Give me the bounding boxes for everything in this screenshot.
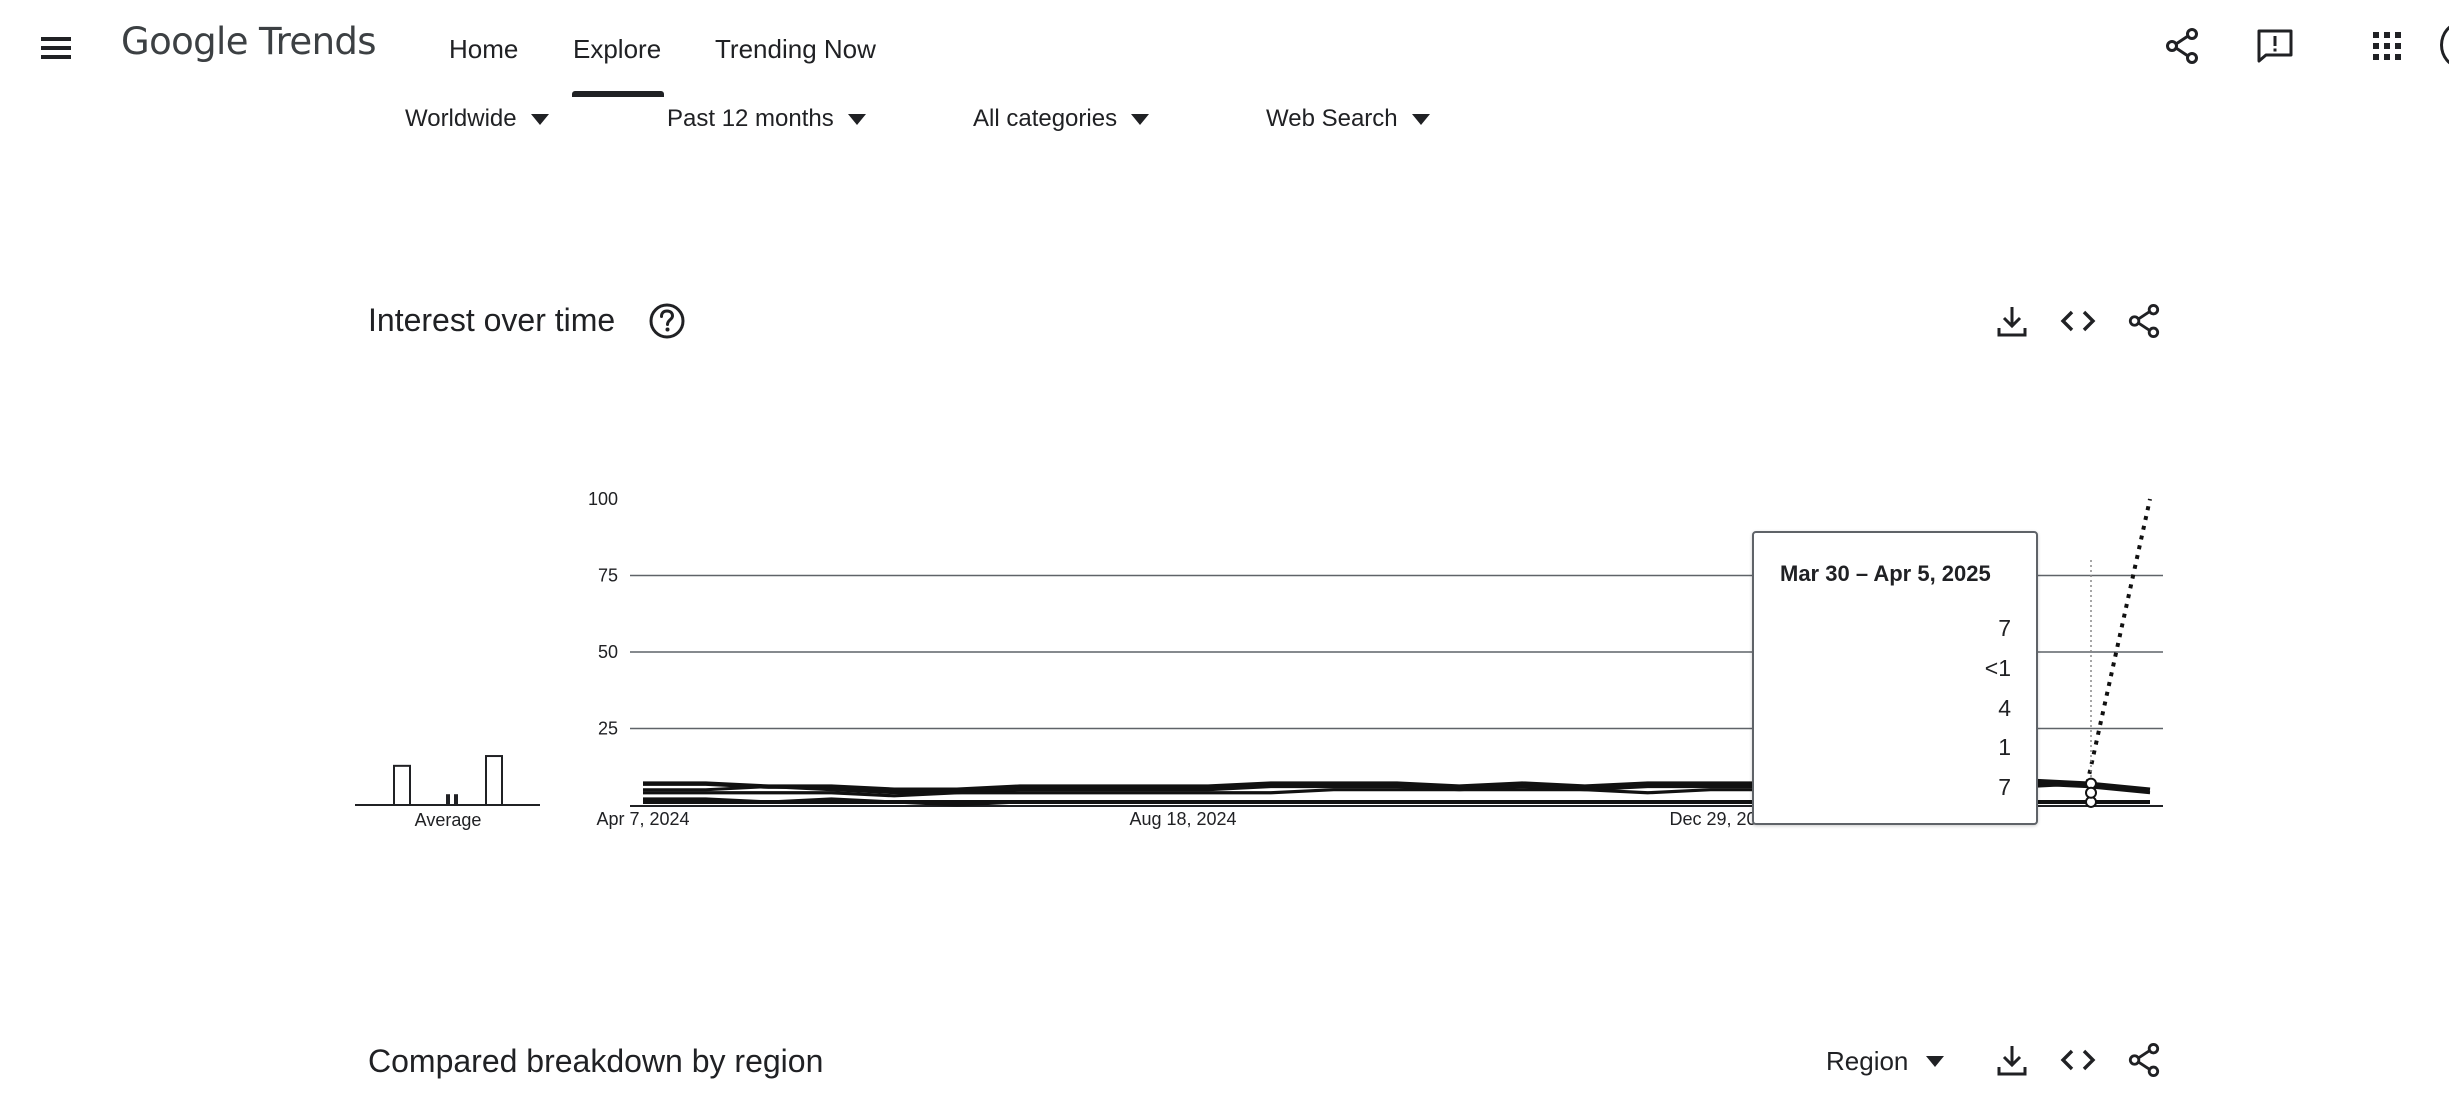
embed-icon[interactable] bbox=[2055, 298, 2101, 344]
region-section-title: Compared breakdown by region bbox=[368, 1043, 824, 1079]
apps-icon[interactable] bbox=[2363, 22, 2411, 70]
share-icon[interactable] bbox=[2158, 22, 2206, 70]
location-filter-label: Worldwide bbox=[405, 105, 517, 132]
location-filter[interactable]: Worldwide bbox=[405, 100, 549, 138]
search-type-filter[interactable]: Web Search bbox=[1266, 100, 1430, 138]
x-tick-label: Apr 7, 2024 bbox=[596, 809, 689, 829]
region-select[interactable]: Region bbox=[1826, 1042, 1945, 1080]
share-icon[interactable] bbox=[2121, 298, 2167, 344]
average-bar bbox=[485, 755, 503, 806]
x-tick-label: Dec 29, 2024 bbox=[1669, 809, 1776, 829]
tooltip-value: 1 bbox=[1998, 734, 2011, 760]
chevron-down-icon bbox=[1131, 113, 1150, 125]
chevron-down-icon bbox=[1926, 1055, 1945, 1067]
chevron-down-icon bbox=[1411, 113, 1430, 125]
average-label: Average bbox=[415, 810, 482, 830]
time-range-filter[interactable]: Past 12 months bbox=[667, 100, 866, 138]
search-type-filter-label: Web Search bbox=[1266, 105, 1398, 132]
interest-over-time-title: Interest over time bbox=[368, 302, 616, 338]
tab-home-label: Home bbox=[449, 34, 519, 64]
chart-tooltip: Mar 30 – Apr 5, 2025 7 <1 4 1 7 bbox=[1752, 531, 2038, 825]
y-tick-label: 100 bbox=[588, 489, 618, 509]
tooltip-date-range: Mar 30 – Apr 5, 2025 bbox=[1780, 561, 1991, 586]
tab-explore-label: Explore bbox=[573, 34, 662, 64]
chevron-down-icon bbox=[530, 113, 549, 125]
y-tick-label: 50 bbox=[598, 642, 618, 662]
share-icon[interactable] bbox=[2121, 1037, 2167, 1083]
tab-trending-now[interactable]: Trending Now bbox=[715, 34, 876, 65]
x-tick-label: Aug 18, 2024 bbox=[1129, 809, 1236, 829]
average-bar bbox=[393, 764, 411, 806]
category-filter-label: All categories bbox=[973, 105, 1118, 132]
y-tick-label: 75 bbox=[598, 566, 618, 586]
logo-text: Google Trends bbox=[121, 20, 377, 63]
average-bar bbox=[454, 794, 458, 807]
category-filter[interactable]: All categories bbox=[973, 100, 1150, 138]
download-icon[interactable] bbox=[1989, 1037, 2035, 1083]
y-tick-label: 25 bbox=[598, 719, 618, 739]
feedback-icon[interactable] bbox=[2251, 22, 2299, 70]
tooltip-value: 7 bbox=[1998, 615, 2011, 641]
average-bar bbox=[446, 794, 450, 807]
series-partial-line bbox=[2085, 498, 2152, 785]
active-tab-indicator bbox=[572, 91, 664, 97]
download-icon[interactable] bbox=[1989, 298, 2035, 344]
time-range-filter-label: Past 12 months bbox=[667, 105, 834, 132]
help-icon[interactable] bbox=[644, 298, 690, 344]
embed-icon[interactable] bbox=[2055, 1037, 2101, 1083]
region-select-label: Region bbox=[1826, 1045, 1909, 1076]
tab-explore[interactable]: Explore bbox=[573, 34, 661, 65]
google-trends-logo[interactable]: Google Trends bbox=[121, 20, 377, 64]
chevron-down-icon bbox=[847, 113, 866, 125]
tooltip-value: 4 bbox=[1998, 695, 2011, 721]
hover-point-marker bbox=[2085, 786, 2097, 799]
tab-trending-now-label: Trending Now bbox=[715, 34, 876, 64]
tab-home[interactable]: Home bbox=[449, 34, 518, 65]
tooltip-value: <1 bbox=[1984, 655, 2011, 681]
tooltip-value: 7 bbox=[1998, 774, 2011, 800]
menu-icon[interactable] bbox=[36, 28, 80, 68]
